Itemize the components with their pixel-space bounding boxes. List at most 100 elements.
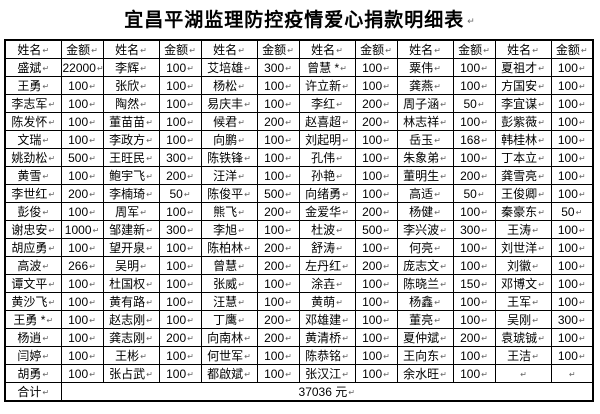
donation-amount-cell: 100 — [158, 94, 202, 113]
donor-name-cell: 李旭 — [200, 220, 258, 239]
donor-name-cell: 袁琥铖 — [494, 328, 552, 347]
donation-amount-cell: 100 — [158, 274, 202, 293]
donor-name-cell: 庞志文 — [396, 256, 454, 275]
donor-name-cell: 董明生 — [396, 166, 454, 185]
donor-name-cell: 刘世洋 — [494, 238, 552, 257]
donor-name-cell: 吴明 — [102, 256, 160, 275]
donor-name-cell: 朱象弟 — [396, 148, 454, 167]
donation-amount-cell: 50 — [550, 202, 594, 221]
header-name-cell: 姓名 — [396, 39, 454, 59]
donation-amount-cell: 300 — [256, 58, 300, 77]
donation-amount-cell: 200 — [354, 256, 398, 275]
total-value-cell: 37036 元 — [60, 382, 594, 402]
donation-amount-cell: 100 — [60, 76, 104, 95]
donor-name-cell: 李楠琦 — [102, 184, 160, 203]
donor-name-cell: 杨松 — [200, 76, 258, 95]
donor-name-cell: 杜波 — [298, 220, 356, 239]
donation-amount-cell: 100 — [158, 292, 202, 311]
donor-name-cell: 龚雪亮 — [494, 166, 552, 185]
donation-amount-cell: 100 — [60, 328, 104, 347]
donor-name-cell: 张占武 — [102, 364, 160, 383]
donation-amount-cell: 1000 — [60, 220, 104, 239]
donor-name-cell: 盛斌 — [4, 58, 62, 77]
donation-amount-cell: 100 — [60, 346, 104, 365]
table-row: 李世红200李楠琦50陈俊平500向绪勇100高适50王俊卿100 — [4, 184, 594, 203]
donation-amount-cell: 150 — [452, 274, 496, 293]
donor-name-cell: 黄萌 — [298, 292, 356, 311]
donor-name-cell: 刘起明 — [298, 130, 356, 149]
donor-name-cell: 杨鑫 — [396, 292, 454, 311]
donation-amount-cell: 200 — [158, 328, 202, 347]
donation-amount-cell: 100 — [354, 58, 398, 77]
donation-amount-cell: 100 — [158, 112, 202, 131]
donation-amount-cell: 200 — [256, 310, 300, 329]
donation-amount-cell: 100 — [354, 76, 398, 95]
donor-name-cell: 李志军 — [4, 94, 62, 113]
donation-amount-cell: 100 — [60, 364, 104, 383]
donation-amount-cell: 100 — [60, 112, 104, 131]
donation-amount-cell — [550, 364, 594, 383]
header-amount-cell: 金额 — [550, 39, 594, 59]
table-row: 胡应勇100望开泉100陈柏林200舒涛100何亮100刘世洋100 — [4, 238, 594, 257]
table-row: 姚劲松500王旺民300陈铁锋100孔伟100朱象弟100丁本立100 — [4, 148, 594, 167]
donation-amount-cell: 100 — [354, 328, 398, 347]
donation-amount-cell: 100 — [354, 238, 398, 257]
donation-amount-cell: 500 — [256, 184, 300, 203]
donation-amount-cell: 300 — [550, 310, 594, 329]
donor-name-cell: 王涛 — [494, 220, 552, 239]
donation-amount-cell: 500 — [60, 148, 104, 167]
donation-amount-cell: 100 — [550, 148, 594, 167]
donation-amount-cell: 100 — [256, 364, 300, 383]
donor-name-cell: 秦豪东 — [494, 202, 552, 221]
donation-amount-cell: 100 — [550, 328, 594, 347]
donor-name-cell: 赵志刚 — [102, 310, 160, 329]
table-row: 王勇100张欣100杨松100许立新100龚燕100方国安100 — [4, 76, 594, 95]
donation-amount-cell: 100 — [550, 184, 594, 203]
donor-name-cell: 余水旺 — [396, 364, 454, 383]
donor-name-cell: 王向东 — [396, 346, 454, 365]
donor-name-cell: 张欣 — [102, 76, 160, 95]
donor-name-cell: 谢忠安 — [4, 220, 62, 239]
donation-amount-cell: 100 — [550, 274, 594, 293]
donation-amount-cell: 100 — [550, 130, 594, 149]
table-row: 高波266吴明100曾慧200左丹红200庞志文100刘徽100 — [4, 256, 594, 275]
header-name-cell: 姓名 — [494, 39, 552, 59]
table-row: 陈发怀100董苗苗100候君200赵喜超200林志祥100彭紫薇100 — [4, 112, 594, 131]
donation-amount-cell: 100 — [60, 94, 104, 113]
donor-name-cell: 向绪勇 — [298, 184, 356, 203]
donation-amount-cell: 100 — [256, 94, 300, 113]
donor-name-cell: 舒涛 — [298, 238, 356, 257]
donation-amount-cell: 100 — [354, 364, 398, 383]
donation-amount-cell: 100 — [60, 166, 104, 185]
donor-name-cell: 王勇 — [4, 76, 62, 95]
donation-amount-cell: 100 — [158, 310, 202, 329]
donor-name-cell: 张汉江 — [298, 364, 356, 383]
donation-amount-cell: 100 — [452, 238, 496, 257]
donor-name-cell: 董苗苗 — [102, 112, 160, 131]
donor-name-cell: 汪慧 — [200, 292, 258, 311]
donor-name-cell: 孔伟 — [298, 148, 356, 167]
donor-name-cell: 何亮 — [396, 238, 454, 257]
donor-name-cell: 黄清桥 — [298, 328, 356, 347]
donor-name-cell: 刘徽 — [494, 256, 552, 275]
total-row: 合计 37036 元 — [4, 382, 594, 402]
donor-name-cell: 李世红 — [4, 184, 62, 203]
donation-amount-cell: 100 — [550, 58, 594, 77]
document-title: 宜昌平湖监理防控疫情爱心捐款明细表 — [0, 5, 600, 32]
donation-amount-cell: 200 — [256, 202, 300, 221]
donor-name-cell: 熊飞 — [200, 202, 258, 221]
donor-name-cell: 粟伟 — [396, 58, 454, 77]
donation-amount-cell: 100 — [354, 346, 398, 365]
donor-name-cell: 王俊卿 — [494, 184, 552, 203]
donation-amount-cell: 100 — [60, 130, 104, 149]
donor-name-cell: 李兴波 — [396, 220, 454, 239]
donor-name-cell: 黄沙飞 — [4, 292, 62, 311]
header-amount-cell: 金额 — [354, 39, 398, 59]
donor-name-cell: 李红 — [298, 94, 356, 113]
donation-amount-cell: 100 — [256, 292, 300, 311]
donor-name-cell: 陈发怀 — [4, 112, 62, 131]
donation-amount-cell: 266 — [60, 256, 104, 275]
header-name-cell: 姓名 — [200, 39, 258, 59]
donor-name-cell: 夏仲斌 — [396, 328, 454, 347]
